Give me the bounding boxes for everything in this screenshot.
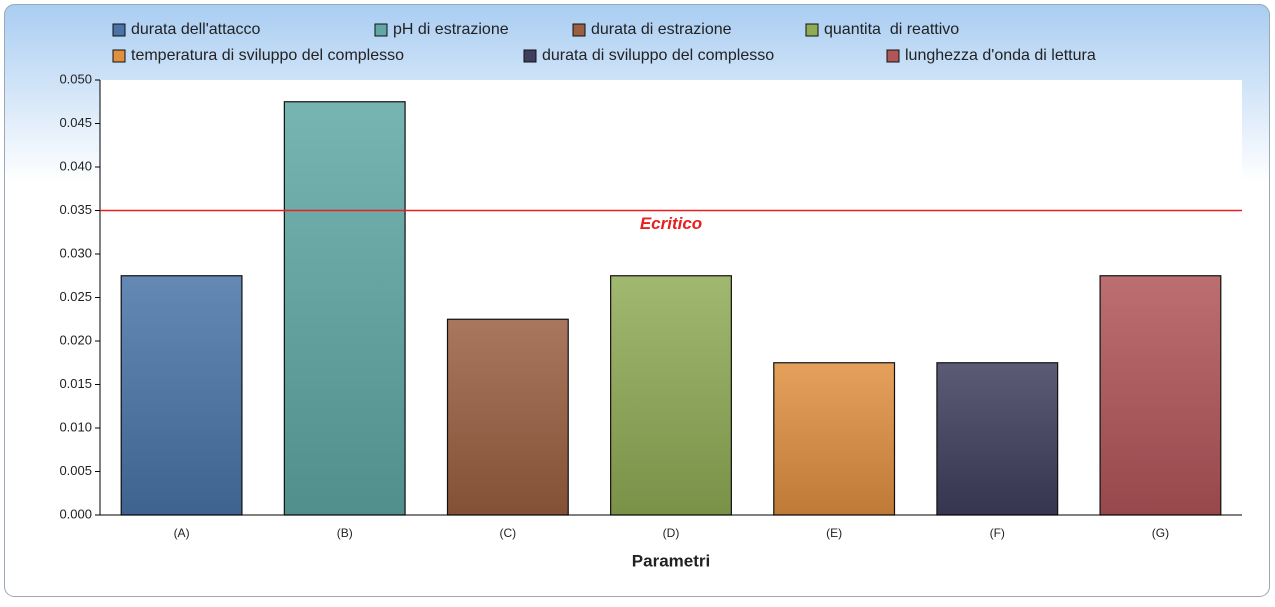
x-tick-label: (E) (826, 526, 842, 540)
bar (773, 362, 896, 516)
legend-label: durata dell'attacco (131, 21, 260, 38)
legend-label: temperatura di sviluppo del complesso (131, 47, 404, 64)
x-tick-label: (G) (1152, 526, 1169, 540)
y-tick-label: 0.020 (59, 332, 92, 347)
legend-label: durata di estrazione (591, 21, 732, 38)
y-tick-label: 0.050 (59, 71, 92, 86)
bar (120, 275, 243, 516)
bar (936, 362, 1059, 516)
x-tick-label: (A) (174, 526, 190, 540)
bar (1099, 275, 1222, 516)
legend-swatch (112, 23, 126, 37)
x-axis-title: Parametri (632, 551, 710, 570)
y-tick-label: 0.005 (59, 463, 92, 478)
legend-label: quantita di reattivo (824, 21, 959, 38)
bar (446, 318, 569, 516)
x-tick-label: (F) (990, 526, 1005, 540)
x-tick-label: (B) (337, 526, 353, 540)
x-tick-label: (D) (663, 526, 680, 540)
reference-label: Ecritico (640, 214, 702, 233)
legend-swatch (572, 23, 586, 37)
legend-label: durata di sviluppo del complesso (542, 47, 774, 64)
legend-label: pH di estrazione (393, 21, 509, 38)
legend-swatch (805, 23, 819, 37)
y-tick-label: 0.000 (59, 506, 92, 521)
y-tick-label: 0.035 (59, 202, 92, 217)
y-tick-label: 0.040 (59, 158, 92, 173)
y-tick-label: 0.015 (59, 376, 92, 391)
legend-swatch (374, 23, 388, 37)
legend-swatch (112, 49, 126, 63)
legend-swatch (886, 49, 900, 63)
legend-swatch (523, 49, 537, 63)
y-tick-label: 0.025 (59, 289, 92, 304)
bar (610, 275, 732, 516)
legend-label: lunghezza d'onda di lettura (905, 47, 1096, 64)
y-tick-label: 0.045 (59, 115, 92, 130)
x-tick-label: (C) (500, 526, 517, 540)
y-tick-label: 0.010 (59, 419, 92, 434)
bar (283, 101, 406, 516)
y-tick-label: 0.030 (59, 245, 92, 260)
